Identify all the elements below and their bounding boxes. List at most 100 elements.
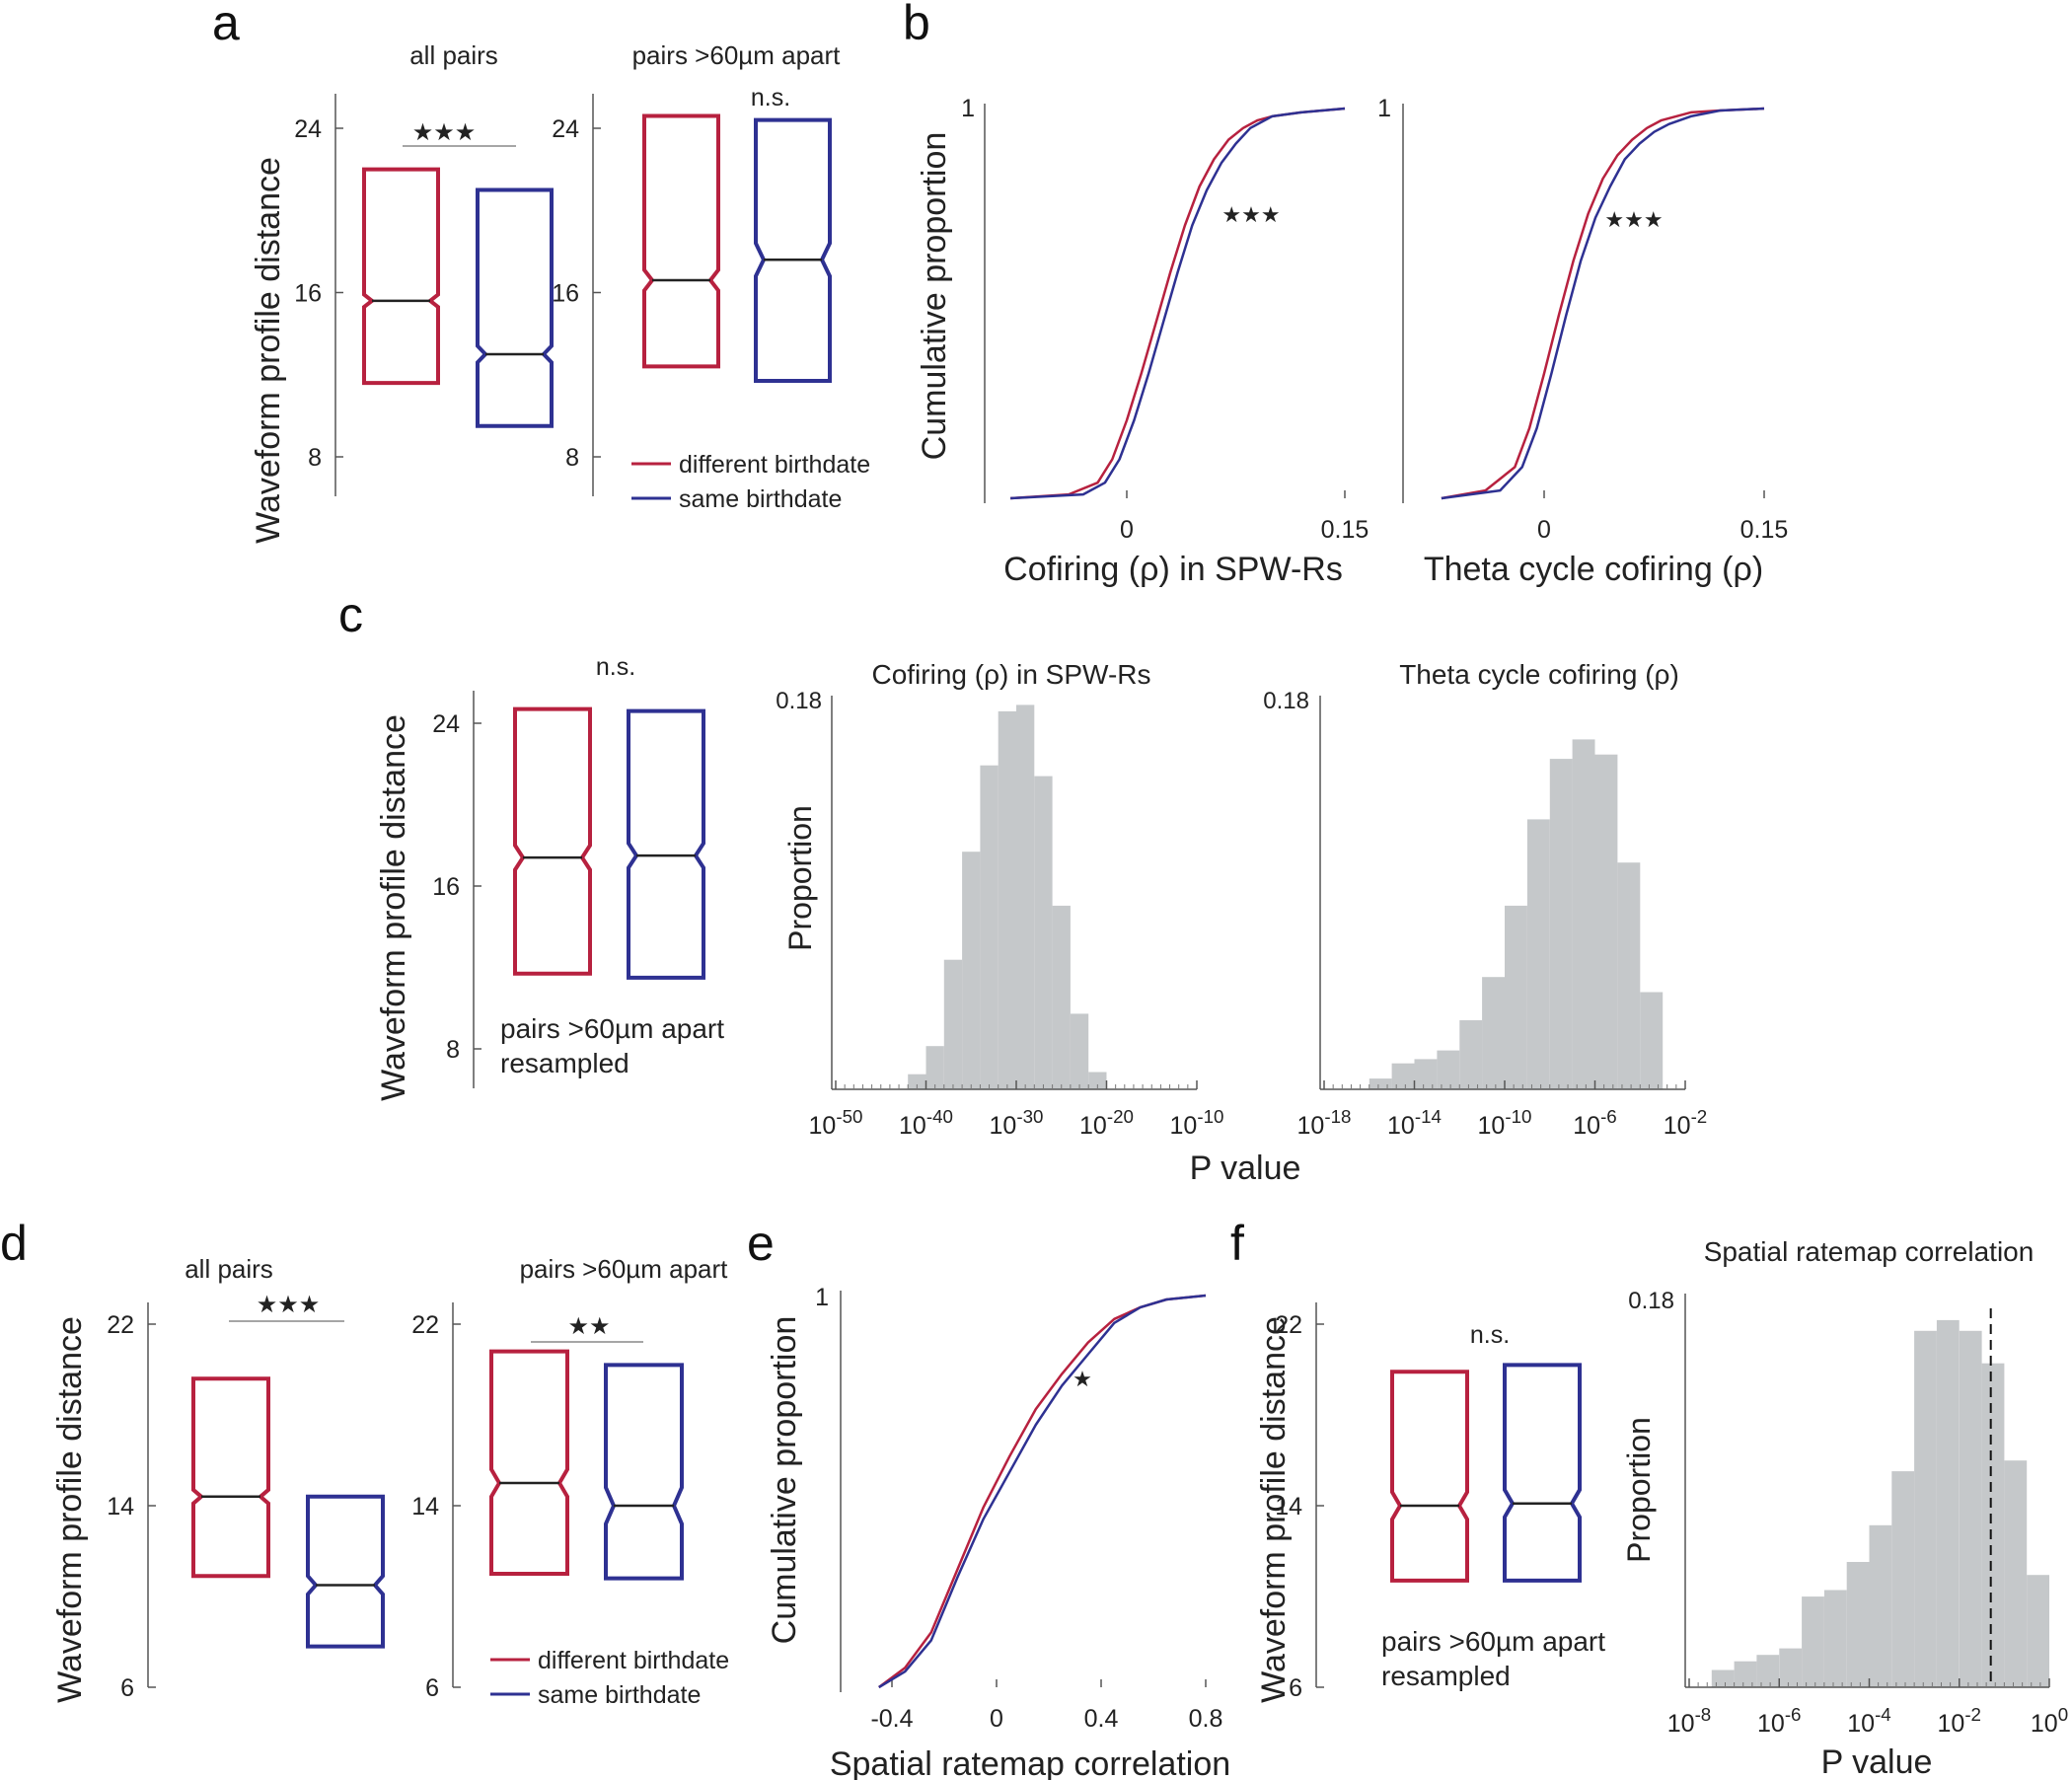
- significance-label: n.s.: [751, 84, 790, 111]
- significance-label: ★★: [567, 1313, 610, 1340]
- histogram-f2: 0.18 10-8 10-6 10-4 10-2 100 Spatial ratemap c…: [1621, 1236, 2068, 1780]
- histogram-bar: [1594, 754, 1618, 1089]
- x-tick-label: 0: [1120, 516, 1134, 544]
- y-tick-label: 8: [446, 1036, 460, 1064]
- histogram-bar: [1869, 1524, 1892, 1687]
- y-axis-label: Waveform profile distance: [375, 714, 412, 1101]
- box-different: [191, 1376, 270, 1579]
- significance-label: n.s.: [596, 653, 635, 681]
- histogram-bar: [1437, 1050, 1460, 1089]
- histogram-bar: [998, 710, 1016, 1089]
- y-tick-label: 16: [294, 280, 322, 308]
- histogram-bar: [943, 959, 963, 1089]
- cdf-e: 1 -0.4 0 0.4 0.8 Spatial ratemap correlation C…: [766, 1284, 1230, 1780]
- legend-different: different birthdate: [679, 451, 870, 479]
- y-tick-label: 0.18: [1263, 688, 1309, 714]
- y-tick-label: 16: [432, 873, 460, 901]
- x-tick-label: 10-10: [1170, 1106, 1224, 1140]
- histogram-bar: [1034, 776, 1053, 1089]
- y-tick-label: 8: [565, 444, 579, 472]
- histogram-bar: [1369, 1078, 1392, 1089]
- y-tick-label: 6: [120, 1674, 134, 1702]
- x-tick-label: 0.8: [1189, 1705, 1223, 1733]
- significance-label: ★★★: [412, 119, 477, 146]
- x-tick-label: 10-8: [1667, 1704, 1711, 1738]
- histogram-bar: [1914, 1330, 1937, 1687]
- panel-letter-c: c: [338, 587, 363, 642]
- box-different: [489, 1349, 569, 1576]
- histogram-c3: 0.18 10-18 10-14 10-10 10-6 10-2 Theta cycle c…: [1190, 659, 1708, 1187]
- x-tick-label: 10-30: [990, 1106, 1044, 1140]
- x-tick-label: 0.15: [1740, 516, 1789, 544]
- x-axis-label: Spatial ratemap correlation: [830, 1745, 1230, 1780]
- x-tick-label: 10-6: [1757, 1704, 1801, 1738]
- histogram-bar: [1016, 705, 1035, 1089]
- series-line-different: [1441, 107, 1765, 500]
- panel-letter-b: b: [903, 0, 930, 50]
- x-tick-label: 10-2: [1938, 1704, 1981, 1738]
- series-line-different: [878, 1294, 1207, 1689]
- y-tick-label: 1: [815, 1284, 829, 1311]
- y-axis-label: Proportion: [782, 805, 818, 951]
- histogram-bar: [1391, 1063, 1415, 1089]
- legend-different: different birthdate: [538, 1647, 729, 1674]
- histogram-bar: [1572, 739, 1595, 1089]
- histogram-bar: [1070, 1013, 1089, 1089]
- panel-letter-f: f: [1230, 1216, 1244, 1271]
- x-tick-label: 10-2: [1664, 1106, 1707, 1140]
- histogram-bar: [925, 1046, 944, 1089]
- y-tick-label: 22: [1275, 1311, 1302, 1339]
- cdf-b2: 1 0 0.15 Theta cycle cofiring (ρ) ★★★: [1377, 95, 1788, 588]
- note-line-2: resampled: [500, 1048, 629, 1078]
- x-tick-label: 10-50: [809, 1106, 863, 1140]
- y-tick-label: 0.18: [776, 688, 822, 714]
- legend-same: same birthdate: [679, 485, 842, 513]
- y-axis-label: Waveform profile distance: [250, 157, 287, 544]
- histogram-bar: [1088, 1072, 1107, 1089]
- significance-label: ★: [1073, 1367, 1092, 1391]
- significance-label: ★★★: [257, 1292, 321, 1318]
- y-tick-label: 0.18: [1628, 1288, 1674, 1314]
- series-line-same: [1010, 107, 1346, 500]
- y-tick-label: 14: [107, 1493, 134, 1520]
- y-tick-label: 8: [308, 444, 322, 472]
- histogram-bar: [1936, 1319, 1960, 1687]
- y-axis-label: Cumulative proportion: [916, 132, 953, 461]
- box-same: [1503, 1363, 1582, 1583]
- histogram-bar: [1802, 1596, 1824, 1687]
- y-tick-label: 16: [552, 280, 579, 308]
- x-tick-label: 100: [2031, 1704, 2068, 1738]
- series-line-different: [1010, 107, 1346, 500]
- boxplot-a2: 8 16 24 pairs >60µm apart n.s.: [552, 40, 841, 496]
- note-line-1: pairs >60µm apart: [1381, 1626, 1605, 1657]
- x-tick-label: 0.4: [1084, 1705, 1119, 1733]
- x-axis-label: P value: [1190, 1150, 1301, 1187]
- histogram-bar: [1414, 1059, 1438, 1089]
- box-different: [362, 167, 440, 386]
- panel-letter-a: a: [212, 0, 240, 50]
- histogram-bar: [1981, 1363, 2005, 1687]
- significance-label: ★★★: [1604, 207, 1663, 232]
- boxplot-d1: 6 14 22 all pairs ★★★ Waveform profile distan…: [51, 1254, 385, 1703]
- x-tick-label: 10-14: [1387, 1106, 1442, 1140]
- histogram-bar: [1549, 759, 1573, 1089]
- chart-title: all pairs: [185, 1254, 273, 1284]
- x-tick-label: 0.15: [1321, 516, 1369, 544]
- histogram-bar: [2004, 1460, 2028, 1687]
- boxplot-a1: 8 16 24 all pairs ★★★ Waveform profile distan…: [250, 40, 554, 544]
- series-line-same: [1441, 107, 1765, 500]
- histogram-bar: [2027, 1575, 2049, 1687]
- legend-d: different birthdate same birthdate: [490, 1647, 729, 1709]
- y-tick-label: 14: [411, 1493, 439, 1520]
- x-tick-label: 10-10: [1478, 1106, 1532, 1140]
- y-axis-label: Waveform profile distance: [1255, 1316, 1293, 1703]
- series-line-same: [878, 1294, 1207, 1689]
- x-tick-label: 10-40: [899, 1106, 953, 1140]
- significance-label: n.s.: [1470, 1321, 1510, 1349]
- x-tick-label: 10-20: [1079, 1106, 1134, 1140]
- y-tick-label: 24: [294, 115, 322, 143]
- y-axis-label: Proportion: [1621, 1417, 1657, 1563]
- histogram-bar: [980, 765, 999, 1089]
- histogram-bar: [908, 1074, 926, 1089]
